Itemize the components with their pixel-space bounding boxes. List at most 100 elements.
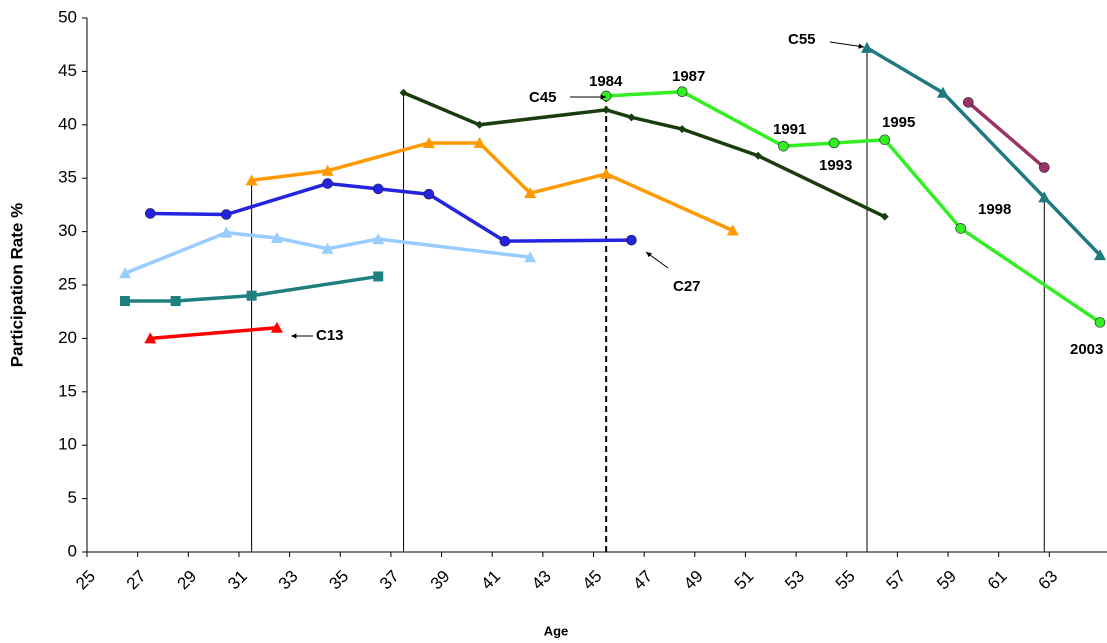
x-tick-label: 37 bbox=[376, 567, 403, 594]
y-tick-label: 35 bbox=[58, 168, 77, 187]
marker bbox=[220, 226, 233, 238]
annotation: 1984 bbox=[589, 73, 623, 90]
marker bbox=[475, 120, 484, 129]
annotation: C45 bbox=[529, 89, 557, 106]
marker bbox=[321, 164, 334, 176]
x-tick-label: 61 bbox=[984, 567, 1011, 594]
series-line bbox=[124, 274, 379, 303]
series-line bbox=[124, 230, 531, 275]
marker bbox=[372, 233, 385, 245]
marker bbox=[145, 208, 156, 219]
series-line bbox=[402, 91, 886, 219]
series-line bbox=[967, 101, 1046, 169]
marker bbox=[422, 136, 435, 148]
series-line bbox=[150, 325, 278, 341]
x-tick-label: 49 bbox=[680, 567, 707, 594]
marker bbox=[828, 137, 840, 149]
marker bbox=[372, 183, 384, 195]
x-tick-label: 55 bbox=[832, 567, 859, 594]
marker bbox=[726, 224, 739, 236]
marker bbox=[627, 113, 636, 122]
x-tick-label: 35 bbox=[325, 567, 352, 594]
series-line bbox=[866, 46, 1102, 257]
marker bbox=[170, 296, 181, 307]
marker bbox=[321, 242, 334, 254]
marker bbox=[245, 174, 258, 186]
marker bbox=[626, 234, 637, 246]
marker bbox=[144, 332, 157, 344]
marker bbox=[499, 235, 511, 247]
annotation: 1991 bbox=[773, 121, 806, 138]
y-tick-label: 20 bbox=[58, 328, 77, 347]
annotation: C27 bbox=[673, 278, 701, 295]
marker bbox=[676, 86, 688, 97]
y-tick-label: 45 bbox=[58, 61, 77, 80]
x-tick-label: 25 bbox=[72, 567, 99, 594]
y-tick-label: 10 bbox=[58, 435, 77, 454]
y-axis-title: Participation Rate % bbox=[7, 203, 26, 367]
marker bbox=[399, 88, 408, 97]
annotation: 1987 bbox=[672, 68, 705, 85]
marker bbox=[524, 251, 537, 263]
arrow-head bbox=[858, 43, 864, 49]
x-tick-label: 53 bbox=[781, 567, 808, 594]
x-tick-label: 57 bbox=[883, 567, 910, 594]
annotation-arrow bbox=[829, 41, 865, 48]
marker bbox=[955, 223, 967, 234]
arrow-head bbox=[291, 333, 297, 339]
y-tick-label: 0 bbox=[68, 541, 77, 560]
y-tick-label: 40 bbox=[58, 114, 77, 133]
marker bbox=[220, 209, 232, 220]
x-tick-label: 51 bbox=[731, 567, 758, 594]
marker bbox=[678, 125, 687, 134]
x-tick-label: 27 bbox=[123, 567, 150, 594]
marker bbox=[880, 212, 889, 221]
annotation: C55 bbox=[788, 31, 816, 48]
marker bbox=[1094, 317, 1106, 328]
marker bbox=[936, 86, 949, 98]
annotation: 1993 bbox=[819, 157, 852, 174]
marker bbox=[600, 167, 613, 179]
marker bbox=[602, 105, 611, 114]
x-tick-label: 39 bbox=[427, 567, 454, 594]
marker bbox=[1094, 249, 1106, 261]
annotation: C13 bbox=[316, 327, 344, 344]
marker bbox=[879, 134, 891, 146]
y-tick-label: 30 bbox=[58, 221, 77, 240]
marker bbox=[524, 187, 537, 199]
marker bbox=[778, 140, 789, 152]
y-tick-label: 5 bbox=[68, 488, 77, 507]
arrow-head bbox=[646, 252, 652, 258]
x-tick-label: 47 bbox=[629, 567, 656, 594]
x-axis-title: Age bbox=[544, 623, 569, 638]
x-tick-label: 31 bbox=[224, 567, 251, 594]
marker bbox=[119, 296, 130, 307]
marker bbox=[373, 271, 384, 282]
annotation: 2003 bbox=[1070, 341, 1103, 358]
annotation: 1998 bbox=[978, 201, 1011, 218]
marker bbox=[473, 136, 486, 148]
marker bbox=[322, 178, 333, 189]
x-tick-label: 29 bbox=[173, 567, 200, 594]
marker bbox=[754, 151, 763, 160]
x-tick-label: 45 bbox=[579, 567, 606, 594]
x-tick-label: 33 bbox=[275, 567, 302, 594]
marker bbox=[963, 97, 974, 108]
x-tick-label: 63 bbox=[1035, 567, 1062, 594]
y-tick-label: 50 bbox=[58, 7, 77, 26]
marker bbox=[270, 232, 283, 244]
y-tick-label: 15 bbox=[58, 381, 77, 400]
x-tick-label: 41 bbox=[477, 567, 504, 594]
x-tick-label: 59 bbox=[933, 567, 960, 594]
marker bbox=[1038, 191, 1051, 203]
marker bbox=[246, 290, 257, 301]
marker bbox=[270, 321, 283, 333]
marker bbox=[423, 188, 435, 200]
marker bbox=[861, 41, 874, 53]
y-tick-label: 25 bbox=[58, 274, 77, 293]
arrow-head bbox=[600, 94, 606, 100]
marker bbox=[1038, 162, 1050, 173]
marker bbox=[118, 267, 131, 279]
annotation: 1995 bbox=[882, 114, 915, 131]
